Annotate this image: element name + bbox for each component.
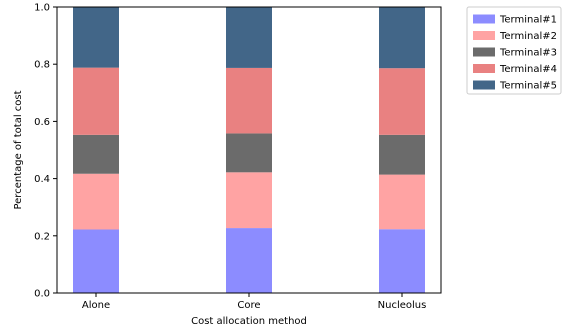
y-axis-label: Percentage of total cost <box>13 90 24 209</box>
bar-core-terminal-4 <box>226 67 272 134</box>
bar-alone-terminal-2 <box>73 173 119 230</box>
y-tick-label: 0.4 <box>34 174 50 185</box>
legend-label-terminal-3: Terminal#3 <box>499 48 557 59</box>
legend-swatch-terminal-3 <box>473 47 495 57</box>
bar-core-terminal-5 <box>226 7 272 68</box>
legend-swatch-terminal-4 <box>473 64 495 73</box>
bar-alone-terminal-4 <box>73 67 119 135</box>
bars-group <box>73 7 425 293</box>
bar-nucleolus-terminal-3 <box>379 134 425 175</box>
y-axis: 0.0 0.2 0.4 0.6 0.8 1.0 <box>34 3 57 300</box>
y-tick-label: 0.0 <box>34 289 50 300</box>
legend: Terminal#1 Terminal#2 Terminal#3 Terminal#4… <box>466 6 562 95</box>
y-tick-label: 0.2 <box>34 231 50 242</box>
bar-nucleolus-terminal-4 <box>379 68 425 135</box>
bar-alone-terminal-1 <box>73 229 119 293</box>
bar-core-terminal-1 <box>226 228 272 293</box>
bar-nucleolus-terminal-5 <box>379 7 425 69</box>
x-tick-label-alone: Alone <box>82 300 110 311</box>
y-tick-label: 0.8 <box>34 60 50 71</box>
bar-nucleolus-terminal-2 <box>379 174 425 230</box>
legend-label-terminal-5: Terminal#5 <box>499 81 557 92</box>
y-tick-label: 1.0 <box>34 3 50 14</box>
x-axis-label: Cost allocation method <box>191 316 307 327</box>
x-axis: Alone Core Nucleolus <box>82 293 426 311</box>
legend-swatch-terminal-2 <box>473 31 495 40</box>
x-tick-label-core: Core <box>237 300 260 311</box>
legend-swatch-terminal-1 <box>473 14 495 24</box>
bar-alone-terminal-3 <box>73 134 119 174</box>
bar-nucleolus-terminal-1 <box>379 229 425 293</box>
legend-swatch-terminal-5 <box>473 80 495 90</box>
x-tick-label-nucleolus: Nucleolus <box>378 300 427 311</box>
bar-core-terminal-3 <box>226 133 272 173</box>
legend-label-terminal-1: Terminal#1 <box>499 15 557 26</box>
legend-label-terminal-4: Terminal#4 <box>499 64 557 75</box>
bar-core-terminal-2 <box>226 172 272 229</box>
legend-label-terminal-2: Terminal#2 <box>499 31 557 42</box>
y-tick-label: 0.6 <box>34 117 50 128</box>
bar-alone-terminal-5 <box>73 7 119 68</box>
